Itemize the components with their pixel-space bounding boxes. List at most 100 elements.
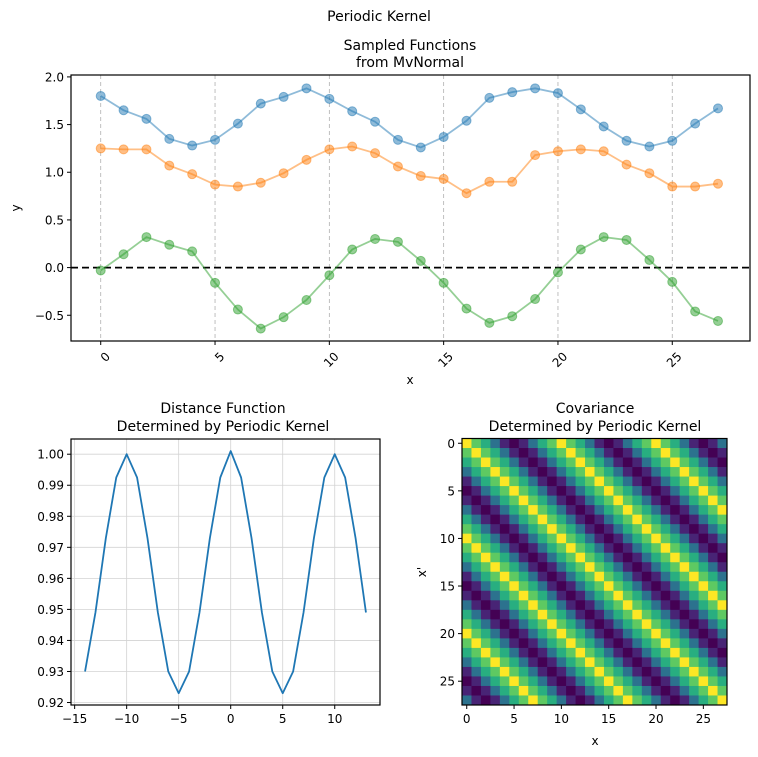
heatmap-cell — [679, 571, 690, 582]
data-point — [530, 150, 541, 161]
heatmap-cell — [651, 590, 662, 601]
heatmap-cell — [651, 685, 662, 696]
heatmap-cell — [708, 524, 718, 535]
x-tick-label: 15 — [435, 349, 456, 370]
heatmap-cell — [547, 448, 558, 458]
sampled-functions-chart: Sampled Functions from MvNormal 0 5 10 15 20… — [9, 38, 751, 387]
heatmap-cell — [708, 457, 718, 468]
x-tick-label: 25 — [696, 712, 711, 726]
heatmap-cell — [490, 533, 501, 544]
heatmap-cell — [622, 600, 633, 611]
x-tick-label: 0 — [463, 712, 471, 726]
heatmap-cell — [556, 695, 567, 706]
heatmap-cell — [490, 638, 501, 649]
heatmap-cell — [471, 448, 482, 458]
heatmap-cell — [613, 505, 624, 516]
heatmap-cell — [499, 676, 510, 687]
heatmap-cell — [528, 676, 539, 687]
heatmap-cell — [660, 695, 671, 706]
heatmap-cell — [717, 666, 728, 677]
x-tick-label: 5 — [510, 712, 518, 726]
heatmap-cell — [632, 676, 643, 687]
heatmap-cell — [670, 600, 681, 611]
data-point — [392, 236, 403, 247]
data-point — [118, 144, 129, 155]
data-point — [667, 135, 678, 146]
covariance-xlabel: x — [591, 734, 598, 748]
heatmap-cell — [708, 581, 718, 592]
heatmap-cell — [594, 676, 605, 687]
heatmap-cell — [528, 448, 539, 458]
data-point — [324, 93, 335, 104]
covariance-title-line-2: Determined by Periodic Kernel — [489, 419, 702, 435]
y-tick-label: 0 — [447, 437, 455, 451]
heatmap-cell — [594, 495, 605, 506]
heatmap-cell — [670, 438, 681, 449]
covariance-y-ticks: 0 5 10 15 20 25 — [440, 437, 462, 689]
heatmap-cell — [660, 676, 671, 687]
heatmap-cell — [575, 524, 586, 535]
heatmap-cell — [471, 590, 482, 601]
heatmap-cell — [698, 438, 709, 449]
heatmap-cell — [689, 552, 700, 563]
heatmap-cell — [575, 476, 586, 487]
heatmap-cell — [509, 476, 520, 487]
heatmap-cell — [462, 505, 472, 516]
heatmap-cell — [462, 543, 472, 554]
data-point — [507, 87, 518, 98]
heatmap-cell — [717, 505, 728, 516]
heatmap-cell — [471, 543, 482, 554]
heatmap-cell — [622, 514, 633, 525]
heatmap-cell — [603, 514, 614, 525]
covariance-ylabel: x' — [415, 567, 429, 577]
data-point — [690, 306, 701, 317]
heatmap-cell — [480, 600, 491, 611]
heatmap-cell — [632, 666, 643, 677]
heatmap-cell — [528, 552, 539, 563]
heatmap-cell — [603, 581, 614, 592]
heatmap-cell — [660, 581, 671, 592]
heatmap-cell — [651, 647, 662, 658]
heatmap-cell — [603, 666, 614, 677]
heatmap-cell — [660, 505, 671, 516]
heatmap-cell — [566, 600, 576, 611]
heatmap-cell — [528, 638, 539, 649]
heatmap-cell — [670, 495, 681, 506]
heatmap-cell — [585, 600, 595, 611]
sampled-functions-x-ticks: 0 5 10 15 20 25 — [98, 341, 685, 370]
data-point — [118, 249, 129, 260]
heatmap-cell — [585, 609, 595, 620]
heatmap-cell — [547, 514, 558, 525]
heatmap-cell — [471, 647, 482, 658]
heatmap-cell — [575, 657, 586, 668]
data-point — [255, 98, 266, 109]
heatmap-cell — [480, 562, 491, 573]
heatmap-cell — [641, 685, 652, 696]
heatmap-cell — [575, 467, 586, 477]
heatmap-cell — [708, 647, 718, 658]
heatmap-cell — [480, 676, 491, 687]
heatmap-cell — [471, 695, 482, 706]
heatmap-cell — [499, 657, 510, 668]
heatmap-cell — [708, 486, 718, 497]
heatmap-cell — [651, 457, 662, 468]
heatmap-cell — [689, 666, 700, 677]
heatmap-cell — [585, 543, 595, 554]
heatmap-cell — [518, 571, 529, 582]
heatmap-cell — [613, 600, 624, 611]
heatmap-cell — [499, 666, 510, 677]
heatmap-cell — [689, 514, 700, 525]
heatmap-cell — [518, 600, 529, 611]
heatmap-cell — [585, 590, 595, 601]
heatmap-cell — [594, 685, 605, 696]
heatmap-cell — [717, 590, 728, 601]
data-point — [644, 168, 655, 179]
heatmap-cell — [537, 476, 548, 487]
heatmap-cell — [499, 581, 510, 592]
heatmap-cell — [509, 486, 520, 497]
distance-function-grid — [71, 439, 380, 705]
heatmap-cell — [462, 581, 472, 592]
heatmap-cell — [490, 619, 501, 630]
heatmap-cell — [679, 666, 690, 677]
heatmap-cell — [480, 581, 491, 592]
